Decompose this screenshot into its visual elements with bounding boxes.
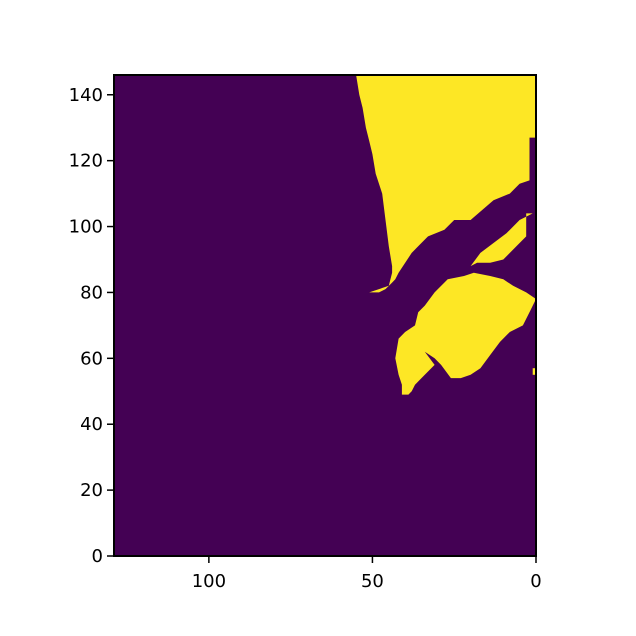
y-tick-label: 80 [80,282,103,303]
y-tick-label: 120 [69,151,103,172]
mask-region-upper-region [356,75,536,293]
plot-frame [113,74,537,557]
y-tick-label: 40 [80,414,103,435]
y-tick-label: 60 [80,348,103,369]
y-tick-label: 0 [92,546,103,567]
x-tick-label: 0 [530,571,541,592]
mask-region-lower-region [395,272,536,395]
mask-regions [356,75,536,395]
x-axis: 100 50 0 [192,556,542,592]
y-tick-label: 100 [69,217,103,238]
y-axis: 0 20 40 60 80 100 120 140 [69,85,114,567]
y-tick-label: 140 [69,85,103,106]
y-tick-label: 20 [80,480,103,501]
mask-region-middle-strip [470,213,533,267]
x-tick-label: 50 [361,571,384,592]
x-tick-label: 100 [192,571,226,592]
